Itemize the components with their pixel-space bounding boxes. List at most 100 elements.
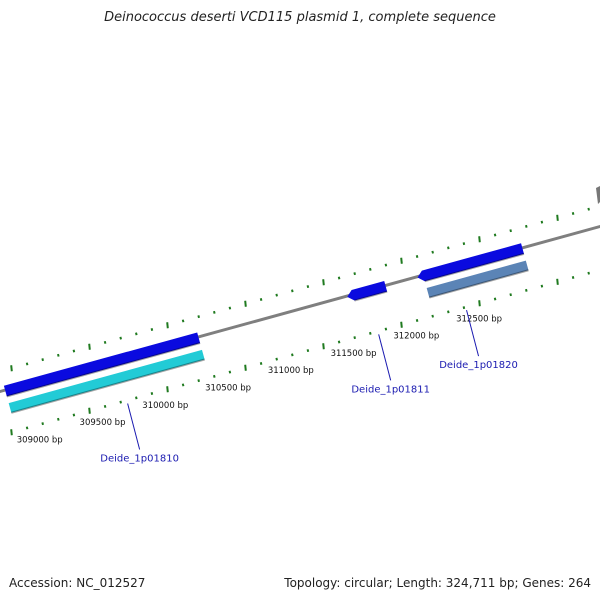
cds-1820-shadow [429,269,529,299]
scale-label: 309000 bp [17,435,63,445]
inner-major-tick [244,364,247,371]
outer-minor-tick [540,220,544,224]
outer-major-tick [10,365,13,372]
inner-minor-tick [447,310,450,314]
inner-minor-tick [540,284,544,288]
gene-leader-line [378,334,392,381]
outer-minor-tick [353,272,356,276]
gene-label: Deide_1p01810 [100,454,179,465]
inner-minor-tick [57,417,60,421]
inner-major-tick [10,429,13,436]
scale-labels: 309000 bp 309500 bp 310000 bp 310500 bp 3110… [17,314,502,445]
outer-major-tick [88,343,91,350]
inner-minor-tick [509,293,512,297]
outer-minor-tick [103,340,107,344]
outer-minor-tick [291,289,294,293]
outer-minor-tick [119,336,122,340]
outer-minor-tick [493,233,497,237]
gene-1-arrow [3,332,201,397]
outer-minor-tick [306,285,310,289]
accession-text: Accession: NC_012527 [9,576,146,590]
inner-minor-tick [275,357,278,361]
inner-minor-tick [415,318,419,322]
inner-minor-tick [493,297,497,301]
topology-text: Topology: circular; Length: 324,711 bp; … [284,576,591,590]
inner-minor-tick [181,383,185,387]
inner-minor-tick [25,426,29,430]
outer-minor-tick [228,306,232,310]
outer-minor-tick [25,362,29,366]
partial-feature-edge [596,186,600,204]
outer-major-tick [244,300,247,307]
inner-minor-tick [525,288,528,292]
outer-minor-tick [431,250,434,254]
inner-minor-tick [119,400,122,404]
inner-tick-track [10,271,590,436]
scale-label: 311500 bp [331,349,377,359]
inner-minor-tick [306,349,310,353]
scale-label: 311000 bp [268,366,314,376]
gene-label: Deide_1p01820 [439,360,518,371]
outer-minor-tick [509,229,512,233]
outer-minor-tick [181,319,185,323]
outer-minor-tick [415,254,419,258]
inner-minor-tick [41,422,44,426]
scale-label: 309500 bp [80,418,126,428]
inner-major-tick [166,386,169,393]
gene-1820-arrow [417,243,524,282]
inner-minor-tick [135,396,138,400]
inner-minor-tick [291,353,294,357]
inner-minor-tick [462,306,466,310]
inner-minor-tick [337,340,341,344]
outer-minor-tick [275,293,278,297]
cds-1810-shadow [11,358,205,414]
inner-minor-tick [228,370,232,374]
outer-minor-tick [197,315,200,319]
outer-minor-tick [259,297,263,301]
cds-1820-arrow [426,260,529,298]
inner-minor-tick [197,379,200,383]
outer-minor-tick [150,328,154,332]
inner-minor-tick [259,361,263,365]
inner-minor-tick [72,413,76,417]
outer-major-tick [556,214,559,221]
gene-leader-line [466,310,480,357]
scale-label: 310500 bp [205,383,251,393]
gene-1811-shadow [354,290,388,302]
gene-label: Deide_1p01811 [351,384,430,395]
outer-minor-tick [571,212,575,215]
inner-minor-tick [103,404,107,408]
inner-major-tick [322,343,325,350]
cds-1810-arrow [8,349,205,413]
inner-minor-tick [353,336,356,340]
outer-major-tick [400,257,403,264]
outer-minor-tick [57,353,60,357]
gene-1811-arrow [347,280,388,301]
outer-major-tick [478,236,481,243]
outer-minor-tick [41,358,44,362]
inner-minor-tick [150,392,154,396]
inner-minor-tick [587,271,590,275]
outer-minor-tick [587,207,590,211]
gene-leader-line [127,403,141,450]
outer-major-tick [166,322,169,329]
gene-1820-shadow [424,252,525,283]
outer-tick-track [10,207,590,372]
outer-minor-tick [213,310,216,314]
outer-minor-tick [525,224,528,228]
gene-labels: Deide_1p01810 Deide_1p01811 Deide_1p01820 [100,310,518,465]
outer-minor-tick [72,349,76,353]
inner-minor-tick [384,327,388,331]
inner-minor-tick [369,331,372,335]
outer-minor-tick [447,246,450,250]
outer-minor-tick [135,332,138,336]
map-title: Deinococcus deserti VCD115 plasmid 1, co… [104,10,496,25]
scale-label: 312000 bp [393,332,439,342]
scale-label: 310000 bp [142,401,188,411]
inner-minor-tick [571,276,575,279]
inner-major-tick [478,300,481,307]
outer-minor-tick [369,267,372,271]
outer-major-tick [322,279,325,286]
feature-track [3,243,529,414]
